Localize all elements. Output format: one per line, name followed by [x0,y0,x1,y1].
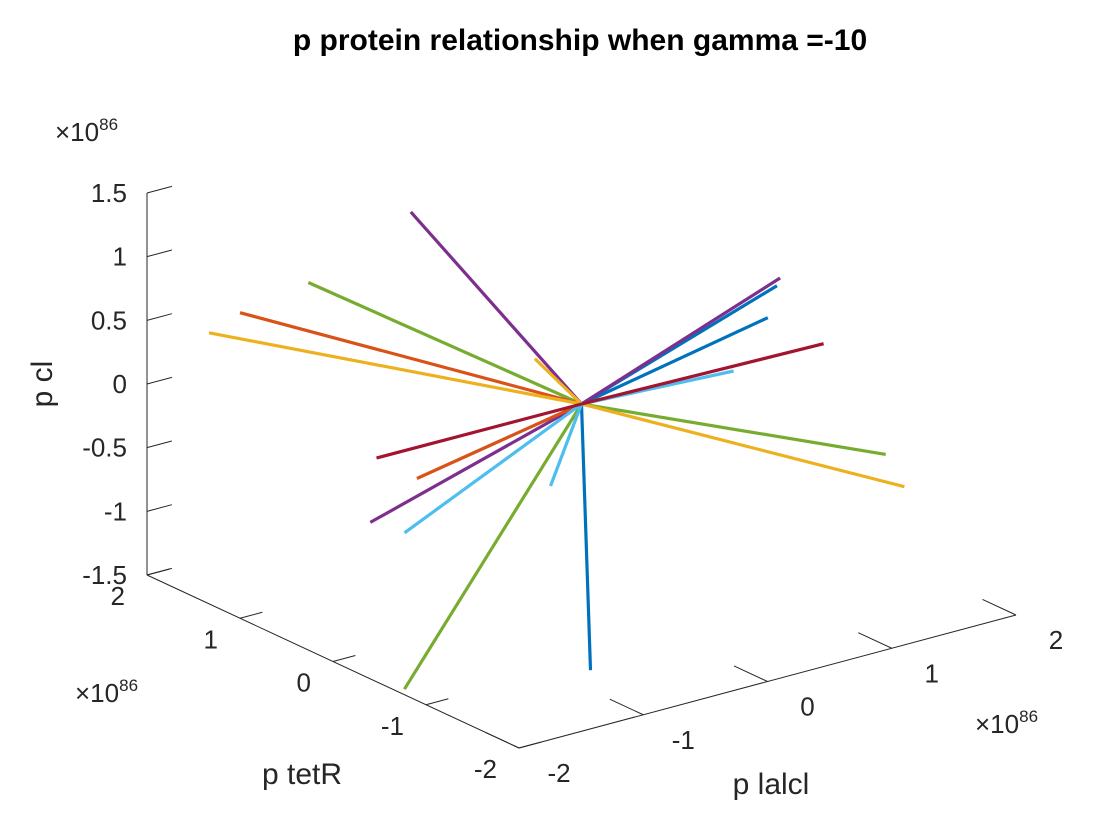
x-tick-label: 0 [800,692,814,722]
series-line [403,403,583,691]
z-tick-mark [146,376,172,385]
series-line [208,331,582,406]
z-tick-mark [146,313,172,321]
x-tick-mark [733,665,768,682]
series-line [416,402,583,480]
series-line [403,402,583,535]
series-line [369,402,583,524]
series-line [239,311,582,406]
y-tick-label: -2 [474,754,497,784]
z-tick-label: -1.5 [82,560,127,590]
x-tick-mark [982,598,1017,616]
series-line [581,402,905,489]
z-tick-label: 1 [113,242,127,272]
z-tick-mark [146,185,172,194]
axes-box [146,193,1017,749]
x-axis-exponent: ×1086 [975,707,1038,739]
y-tick-mark [332,655,356,662]
y-tick-label: 1 [204,624,218,654]
series-line [376,402,582,460]
series-line [580,316,769,406]
y-tick-label: 0 [297,668,311,698]
chart-title: p protein relationship when gamma =-10 [293,24,867,57]
x-tick-mark [609,698,644,716]
z-axis-label: p cl [26,361,59,408]
series-line [581,402,886,456]
y-tick-mark [518,741,542,749]
series-line [579,403,593,671]
data-series [208,210,905,691]
x-tick-label: 1 [925,658,939,688]
series-line [581,342,824,406]
x-tick-mark [858,632,892,649]
y-tick-mark [239,611,263,619]
x-tick-mark [485,731,520,749]
series-line [533,357,583,406]
x-tick-label: -1 [672,725,695,755]
x-axis-label: p lalcl [733,768,810,801]
y-tick-label: 2 [111,581,125,611]
z-tick-mark [146,504,172,512]
z-tick-label: -0.5 [82,433,127,463]
series-line [307,281,583,406]
z-tick-label: -1 [104,496,127,526]
z-tick-mark [146,440,172,449]
series-line [549,403,583,487]
y-tick-mark [425,698,449,706]
y-axis-label: p tetR [262,758,342,791]
tick-marks [146,185,1017,749]
series-line [580,276,781,406]
series-line [409,210,583,406]
z-tick-label: 0.5 [91,305,127,335]
z-tick-mark [146,567,172,576]
z-tick-label: 1.5 [91,178,127,208]
z-tick-label: 0 [113,369,127,399]
z-axis-exponent: ×1086 [55,115,118,147]
y-axis-exponent: ×1086 [75,676,138,708]
y-tick-label: -1 [381,711,404,741]
z-tick-mark [146,249,172,258]
x-tick-label: -2 [547,758,570,788]
x-tick-label: 2 [1049,625,1063,655]
